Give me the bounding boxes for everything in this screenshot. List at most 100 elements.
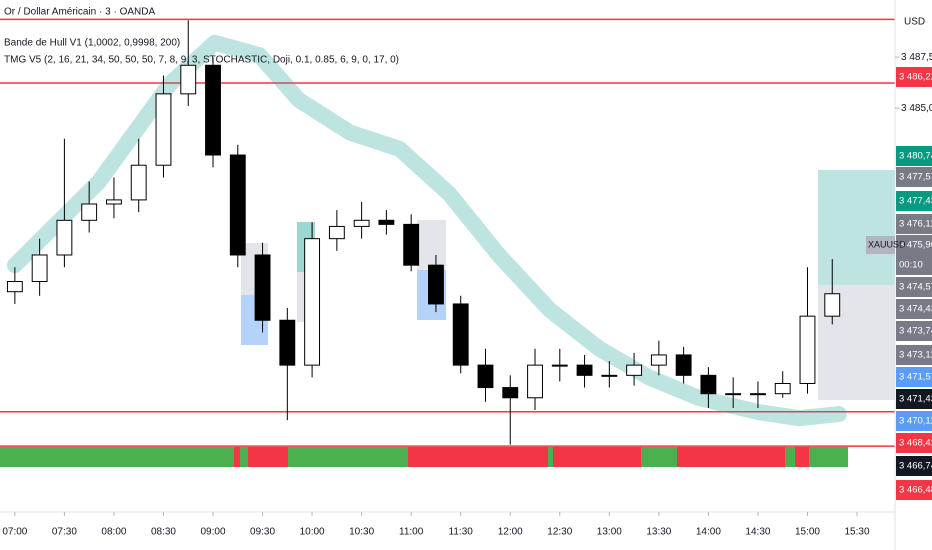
signal-bar	[0, 447, 848, 467]
price-badge-label: 3 473,742	[899, 326, 932, 337]
candle-body	[205, 64, 221, 156]
candle-body	[824, 293, 841, 317]
price-badge-label: 3 471,570	[899, 372, 932, 383]
candle-body	[650, 354, 667, 366]
price-badge	[896, 67, 932, 87]
countdown: 00:10	[899, 260, 923, 271]
price-badge-label: 3 466,483	[899, 485, 932, 496]
price-badge-label: 3 473,113	[899, 350, 932, 361]
symbol-title: Or / Dollar Américain · 3 · OANDA	[4, 7, 155, 18]
candle-body	[130, 164, 147, 201]
candle-body	[700, 374, 717, 395]
candle-body	[725, 393, 742, 396]
x-tick-label: 10:00	[300, 527, 325, 538]
price-badge-label: 3 474,570	[899, 282, 932, 293]
price-badge-label: 3 477,570	[899, 172, 932, 183]
price-badge-label: 3 486,228	[899, 72, 932, 83]
candle-body	[477, 364, 494, 389]
x-tick-label: 09:30	[250, 527, 275, 538]
x-tick-label: 12:30	[547, 527, 572, 538]
x-tick-label: 15:30	[845, 527, 870, 538]
price-badge-label: 3 474,433	[899, 304, 932, 315]
x-tick-label: 14:00	[696, 527, 721, 538]
price-badge	[896, 167, 932, 187]
candle-body	[551, 364, 568, 367]
price-badge	[896, 411, 932, 431]
price-layer	[0, 18, 895, 447]
signal-segment	[408, 447, 548, 467]
x-tick-label: 08:30	[151, 527, 176, 538]
price-badge	[896, 389, 932, 409]
x-tick-label: 10:30	[349, 527, 374, 538]
candle-body	[56, 219, 73, 256]
candle-body	[527, 364, 543, 399]
currency-label: USD	[904, 17, 925, 28]
price-badge-label: 3 470,113	[899, 416, 932, 427]
price-badge-label: 3 471,433	[899, 394, 932, 405]
x-tick-label: 15:00	[795, 527, 820, 538]
price-badge	[896, 367, 932, 387]
price-badge	[896, 277, 932, 297]
y-tick-label: 3 487,500	[901, 52, 932, 63]
price-badge	[896, 480, 932, 500]
x-tick-label: 14:30	[745, 527, 770, 538]
candle-body	[31, 254, 48, 282]
x-tick-label: 12:00	[498, 527, 523, 538]
candle-body	[750, 393, 766, 396]
x-tick-label: 11:00	[399, 527, 424, 538]
candle-body	[81, 203, 98, 221]
price-badge	[896, 191, 932, 211]
candle-body	[626, 364, 643, 376]
price-badge	[896, 214, 932, 234]
x-tick-label: 13:00	[597, 527, 622, 538]
price-badge-label: 3 466,742	[899, 461, 932, 472]
x-tick-label: 08:00	[101, 527, 126, 538]
candle-body	[576, 364, 593, 376]
price-badge	[896, 433, 932, 453]
price-badge-label: 3 475,960	[899, 240, 932, 251]
zone-box	[417, 220, 446, 270]
x-tick-label: 07:00	[2, 527, 27, 538]
price-badge-label: 3 476,113	[899, 219, 932, 230]
signal-segment	[234, 447, 240, 467]
price-badge	[896, 146, 932, 166]
candle-body	[403, 223, 420, 266]
candle-body	[378, 219, 395, 225]
y-tick-label: 3 485,000	[901, 103, 932, 114]
candle-body	[328, 225, 345, 240]
signal-segment	[248, 447, 288, 467]
signal-segment	[553, 447, 641, 467]
indicator-label: TMG V5 (2, 16, 21, 34, 50, 50, 50, 7, 8,…	[4, 55, 399, 66]
price-badge-label: 3 477,433	[899, 196, 932, 207]
symbol-tag-box	[866, 236, 895, 254]
symbol-tag: XAUUSD	[868, 239, 906, 249]
candle-body	[502, 387, 519, 399]
signal-segment	[677, 447, 785, 467]
candle-body	[675, 354, 692, 376]
x-tick-label: 13:30	[646, 527, 671, 538]
candle-body	[353, 219, 370, 227]
position-boxes	[241, 170, 895, 400]
candle-body	[601, 374, 618, 377]
candle-body	[106, 199, 122, 205]
candle-body	[254, 254, 271, 321]
candle-body	[279, 319, 296, 366]
candle-body	[774, 382, 791, 395]
signal-segment	[795, 447, 809, 467]
price-badge-label: 3 468,427	[899, 438, 932, 449]
candle-body	[428, 264, 444, 305]
price-badge	[896, 456, 932, 476]
candle-body	[155, 93, 172, 166]
candle-body	[6, 280, 23, 293]
x-tick-label: 07:30	[52, 527, 77, 538]
price-badge	[896, 345, 932, 365]
candle-body	[304, 238, 321, 366]
candle-body	[799, 315, 816, 384]
x-tick-label: 09:00	[201, 527, 226, 538]
price-badge	[896, 235, 932, 275]
candle-body	[452, 303, 469, 366]
hull-band	[6, 34, 847, 427]
candle-body	[229, 154, 246, 256]
candle-body	[180, 64, 197, 95]
